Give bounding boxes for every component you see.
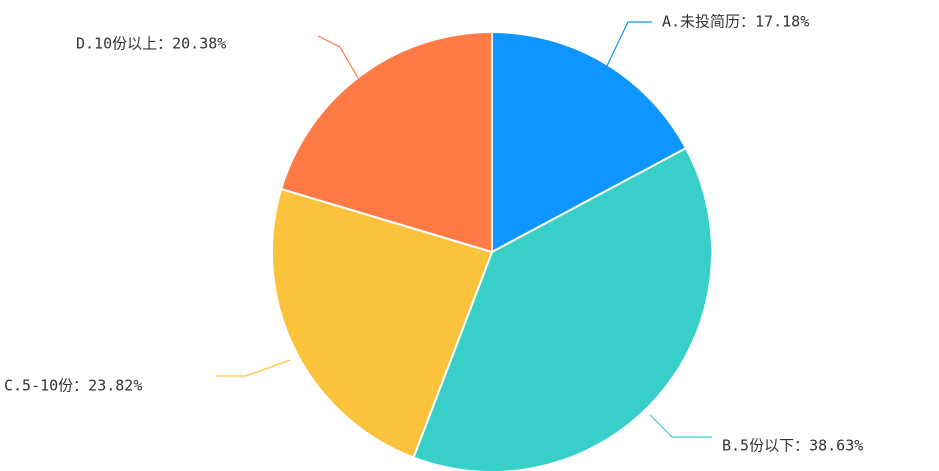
slice-label-c: C.5-10份：23.82% <box>4 377 142 395</box>
leader-line-b <box>649 414 712 438</box>
pie-labels: A.未投简历：17.18% B.5份以下：38.63% C.5-10份：23.82%… <box>4 13 863 455</box>
pie-slice-c <box>271 187 494 459</box>
leader-line-c <box>216 359 291 377</box>
slice-label-b: B.5份以下：38.63% <box>722 437 863 455</box>
pie-slice-a <box>491 30 688 254</box>
pie-slice-d <box>279 30 493 254</box>
pie-slice-b <box>412 146 713 471</box>
slice-label-d: D.10份以上：20.38% <box>76 35 226 53</box>
slice-label-a: A.未投简历：17.18% <box>662 13 809 31</box>
pie-leader-lines <box>216 21 712 438</box>
leader-line-a <box>604 21 652 71</box>
pie-slices <box>271 30 713 471</box>
leader-line-d <box>317 35 359 79</box>
